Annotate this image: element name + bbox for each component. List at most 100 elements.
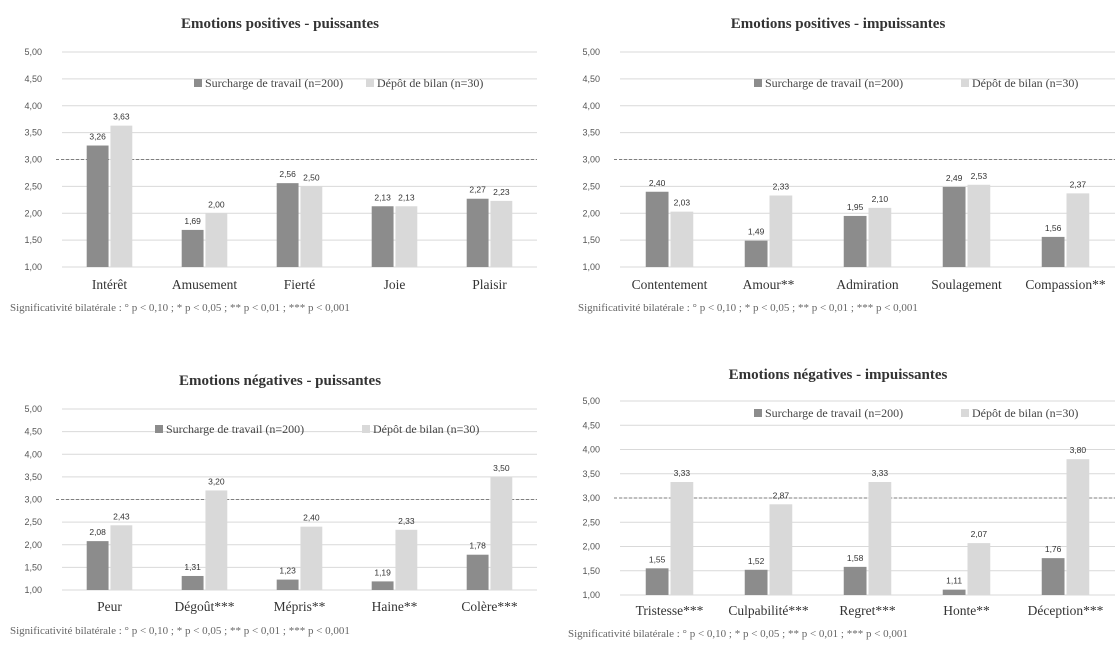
category-label: Contentement <box>632 277 708 292</box>
legend-label: Surcharge de travail (n=200) <box>205 76 343 90</box>
y-tick-label: 1,00 <box>24 585 42 595</box>
data-label: 2,40 <box>303 513 320 523</box>
y-tick-label: 2,00 <box>582 208 600 218</box>
y-tick-label: 3,00 <box>582 155 600 165</box>
y-tick-label: 4,50 <box>24 74 42 84</box>
data-label: 2,13 <box>398 192 415 202</box>
data-label: 2,87 <box>773 490 790 500</box>
bar <box>769 504 793 595</box>
data-label: 2,10 <box>872 194 889 204</box>
data-label: 1,11 <box>946 576 962 586</box>
category-label: Dégoût*** <box>175 599 235 614</box>
y-tick-label: 2,00 <box>24 208 42 218</box>
data-label: 3,33 <box>872 468 889 478</box>
category-label: Mépris** <box>274 599 326 614</box>
y-tick-label: 2,50 <box>582 517 600 527</box>
data-label: 2,37 <box>1070 179 1087 189</box>
data-label: 2,08 <box>89 527 106 537</box>
y-tick-label: 5,00 <box>582 396 600 406</box>
category-label: Admiration <box>836 277 898 292</box>
legend-label: Dépôt de bilan (n=30) <box>377 76 483 90</box>
data-label: 2,56 <box>279 169 296 179</box>
y-tick-label: 1,50 <box>24 235 42 245</box>
y-tick-label: 3,50 <box>582 128 600 138</box>
significance-footnote: Significativité bilatérale : ° p < 0,10 … <box>10 302 350 314</box>
data-label: 2,33 <box>398 516 415 526</box>
y-tick-label: 3,50 <box>24 472 42 482</box>
chart-title: Emotions positives - impuissantes <box>731 16 946 32</box>
data-label: 1,76 <box>1045 544 1062 554</box>
legend-swatch <box>362 425 370 433</box>
bar <box>645 568 669 595</box>
bar <box>670 481 694 595</box>
data-label: 1,69 <box>184 216 201 226</box>
bar <box>942 186 966 267</box>
category-label: Peur <box>97 599 122 614</box>
data-label: 1,19 <box>374 567 391 577</box>
data-label: 3,50 <box>493 463 510 473</box>
bar <box>371 206 394 267</box>
category-label: Amour** <box>743 277 795 292</box>
data-label: 2,43 <box>113 511 130 521</box>
chart-3: Emotions négatives - puissantes 1,00 1,50 2… <box>10 373 537 637</box>
y-tick-label: 4,00 <box>582 101 600 111</box>
y-tick-label: 1,00 <box>24 262 42 272</box>
data-label: 1,31 <box>184 562 201 572</box>
bar <box>744 569 768 595</box>
data-label: 1,95 <box>847 202 864 212</box>
chart-4: Emotions négatives - impuissantes 1,00 1,5… <box>568 367 1115 640</box>
bar <box>276 579 299 590</box>
bar <box>967 543 991 595</box>
bar <box>86 541 109 590</box>
bar <box>1066 459 1090 595</box>
category-label: Soulagement <box>931 277 1002 292</box>
bar <box>868 481 892 595</box>
legend-swatch <box>961 409 969 417</box>
legend-swatch <box>961 79 969 87</box>
y-tick-label: 1,50 <box>582 235 600 245</box>
bar <box>1041 236 1065 267</box>
bar <box>490 200 513 267</box>
y-tick-label: 4,00 <box>582 445 600 455</box>
significance-footnote: Significativité bilatérale : ° p < 0,10 … <box>578 302 918 314</box>
category-label: Plaisir <box>472 277 507 292</box>
category-label: Tristesse*** <box>636 603 704 618</box>
bar <box>181 575 204 590</box>
bar <box>466 198 489 267</box>
y-tick-label: 4,50 <box>24 427 42 437</box>
y-tick-label: 3,00 <box>24 155 42 165</box>
bar <box>645 191 669 267</box>
bar <box>670 211 694 267</box>
y-tick-label: 4,50 <box>582 420 600 430</box>
chart-1: Emotions positives - puissantes 1,00 1,50 2… <box>10 16 537 314</box>
data-label: 2,40 <box>649 178 666 188</box>
y-tick-label: 1,50 <box>24 562 42 572</box>
data-label: 2,03 <box>674 198 691 208</box>
data-label: 1,78 <box>469 541 486 551</box>
bar <box>466 554 489 590</box>
data-label: 2,23 <box>493 187 510 197</box>
y-tick-label: 5,00 <box>582 47 600 57</box>
legend-label: Surcharge de travail (n=200) <box>166 422 304 436</box>
data-label: 2,07 <box>971 529 988 539</box>
y-tick-label: 4,00 <box>24 449 42 459</box>
bar <box>843 566 867 595</box>
y-tick-label: 4,50 <box>582 74 600 84</box>
category-label: Déception*** <box>1028 603 1104 618</box>
chart-title: Emotions positives - puissantes <box>181 16 379 32</box>
data-label: 3,80 <box>1070 445 1087 455</box>
data-label: 2,00 <box>208 199 225 209</box>
legend-swatch <box>754 79 762 87</box>
data-label: 3,20 <box>208 476 225 486</box>
bar <box>868 207 892 267</box>
data-label: 3,33 <box>674 468 691 478</box>
legend-swatch <box>194 79 202 87</box>
bar <box>942 589 966 595</box>
category-label: Honte** <box>943 603 990 618</box>
bar <box>205 490 228 590</box>
data-label: 1,55 <box>649 554 666 564</box>
legend-swatch <box>366 79 374 87</box>
category-label: Culpabilité*** <box>728 603 808 618</box>
category-label: Regret*** <box>839 603 895 618</box>
